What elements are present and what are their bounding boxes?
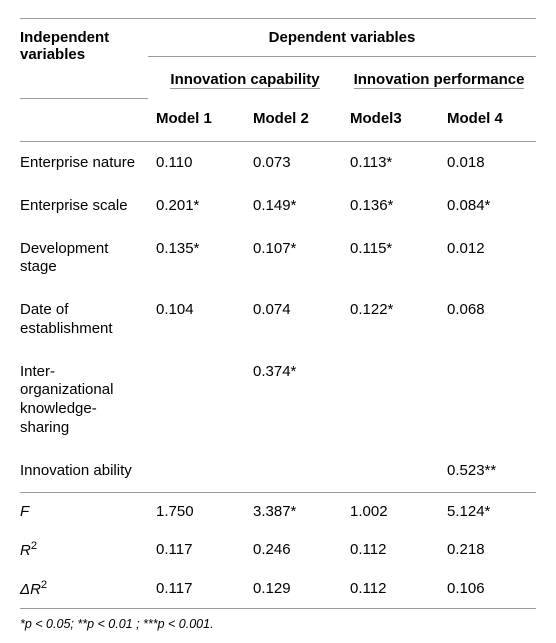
cell: 0.084*	[439, 185, 536, 228]
regression-table: Independent variables Dependent variable…	[20, 18, 536, 609]
cell: 0.117	[148, 569, 245, 609]
row-label: Development stage	[20, 228, 148, 290]
table-row: Development stage 0.135* 0.107* 0.115* 0…	[20, 228, 536, 290]
cell: 0.117	[148, 530, 245, 569]
cell: 0.112	[342, 569, 439, 609]
header-model-2: Model 2	[245, 98, 342, 142]
cell: 0.523**	[439, 450, 536, 493]
table-row: Innovation ability 0.523**	[20, 450, 536, 493]
cell: 0.122*	[342, 289, 439, 351]
stat-row: F 1.750 3.387* 1.002 5.124*	[20, 493, 536, 531]
cell: 0.018	[439, 142, 536, 185]
cell: 0.201*	[148, 185, 245, 228]
group-performance: Innovation performance	[342, 57, 536, 99]
stat-row: ΔR2 0.117 0.129 0.112 0.106	[20, 569, 536, 609]
cell: 0.218	[439, 530, 536, 569]
footnote: *p < 0.05; **p < 0.01 ; ***p < 0.001.	[20, 609, 536, 631]
header-model-4: Model 4	[439, 98, 536, 142]
header-blank	[20, 98, 148, 142]
row-label: Enterprise nature	[20, 142, 148, 185]
cell	[439, 351, 536, 450]
table-row: Inter-organizationalknowledge-sharing 0.…	[20, 351, 536, 450]
cell	[342, 351, 439, 450]
cell: 0.073	[245, 142, 342, 185]
table-row: Date of establishment 0.104 0.074 0.122*…	[20, 289, 536, 351]
row-label: Innovation ability	[20, 450, 148, 493]
cell: 0.129	[245, 569, 342, 609]
cell	[148, 450, 245, 493]
cell: 0.107*	[245, 228, 342, 290]
stat-label-f: F	[20, 493, 148, 531]
cell: 5.124*	[439, 493, 536, 531]
cell: 0.135*	[148, 228, 245, 290]
header-independent: Independent variables	[20, 19, 148, 99]
cell: 0.074	[245, 289, 342, 351]
cell: 0.012	[439, 228, 536, 290]
cell: 0.374*	[245, 351, 342, 450]
cell: 3.387*	[245, 493, 342, 531]
cell: 0.115*	[342, 228, 439, 290]
table-container: Independent variables Dependent variable…	[0, 0, 556, 643]
header-dependent: Dependent variables	[148, 19, 536, 57]
group-capability: Innovation capability	[148, 57, 342, 99]
stat-row: R2 0.117 0.246 0.112 0.218	[20, 530, 536, 569]
cell: 0.110	[148, 142, 245, 185]
cell	[148, 351, 245, 450]
header-model-3: Model3	[342, 98, 439, 142]
cell: 0.112	[342, 530, 439, 569]
cell: 1.750	[148, 493, 245, 531]
table-row: Enterprise scale 0.201* 0.149* 0.136* 0.…	[20, 185, 536, 228]
stat-label-dr2: ΔR2	[20, 569, 148, 609]
cell: 0.106	[439, 569, 536, 609]
row-label: Inter-organizationalknowledge-sharing	[20, 351, 148, 450]
row-label: Enterprise scale	[20, 185, 148, 228]
cell	[342, 450, 439, 493]
cell: 0.136*	[342, 185, 439, 228]
cell: 0.246	[245, 530, 342, 569]
cell: 0.113*	[342, 142, 439, 185]
cell: 1.002	[342, 493, 439, 531]
cell: 0.104	[148, 289, 245, 351]
row-label: Date of establishment	[20, 289, 148, 351]
cell: 0.068	[439, 289, 536, 351]
cell	[245, 450, 342, 493]
header-model-1: Model 1	[148, 98, 245, 142]
table-row: Enterprise nature 0.110 0.073 0.113* 0.0…	[20, 142, 536, 185]
stat-label-r2: R2	[20, 530, 148, 569]
cell: 0.149*	[245, 185, 342, 228]
